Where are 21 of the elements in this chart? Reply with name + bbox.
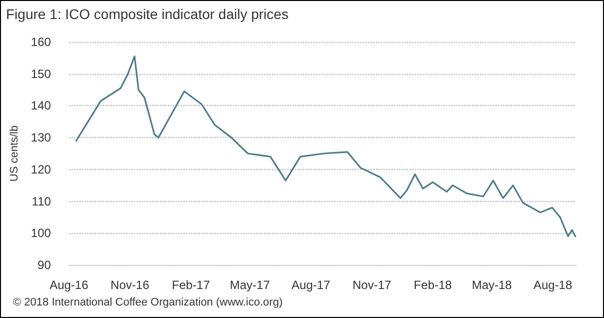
- y-tick-label: 140: [30, 98, 52, 113]
- y-axis-title: US cents/lb: [8, 125, 20, 182]
- chart-title: Figure 1: ICO composite indicator daily prices: [6, 6, 288, 22]
- y-tick-label: 150: [30, 66, 52, 81]
- y-tick-label: 90: [38, 258, 52, 272]
- y-tick-label: 160: [30, 35, 52, 49]
- x-tick-label: Nov-16: [110, 278, 150, 292]
- x-tick-label: Feb-17: [172, 278, 210, 292]
- line-series: [75, 56, 576, 238]
- y-tick-label: 100: [30, 226, 52, 240]
- y-tick-label: 120: [30, 162, 52, 176]
- y-tick-label: 110: [32, 194, 52, 208]
- x-tick-label: Aug-16: [50, 278, 89, 292]
- y-tick-label: 130: [30, 130, 52, 145]
- x-tick-label: Aug-17: [292, 278, 331, 292]
- x-tick-label: Aug-18: [533, 278, 572, 292]
- text: © 2018 International Coffee Organization (www.ico.org): [13, 296, 283, 308]
- x-tick-label: May-18: [472, 278, 512, 292]
- x-tick-label: Nov-17: [352, 278, 392, 292]
- x-tick-label: May-17: [230, 278, 270, 292]
- x-tick-label: Feb-18: [414, 278, 452, 292]
